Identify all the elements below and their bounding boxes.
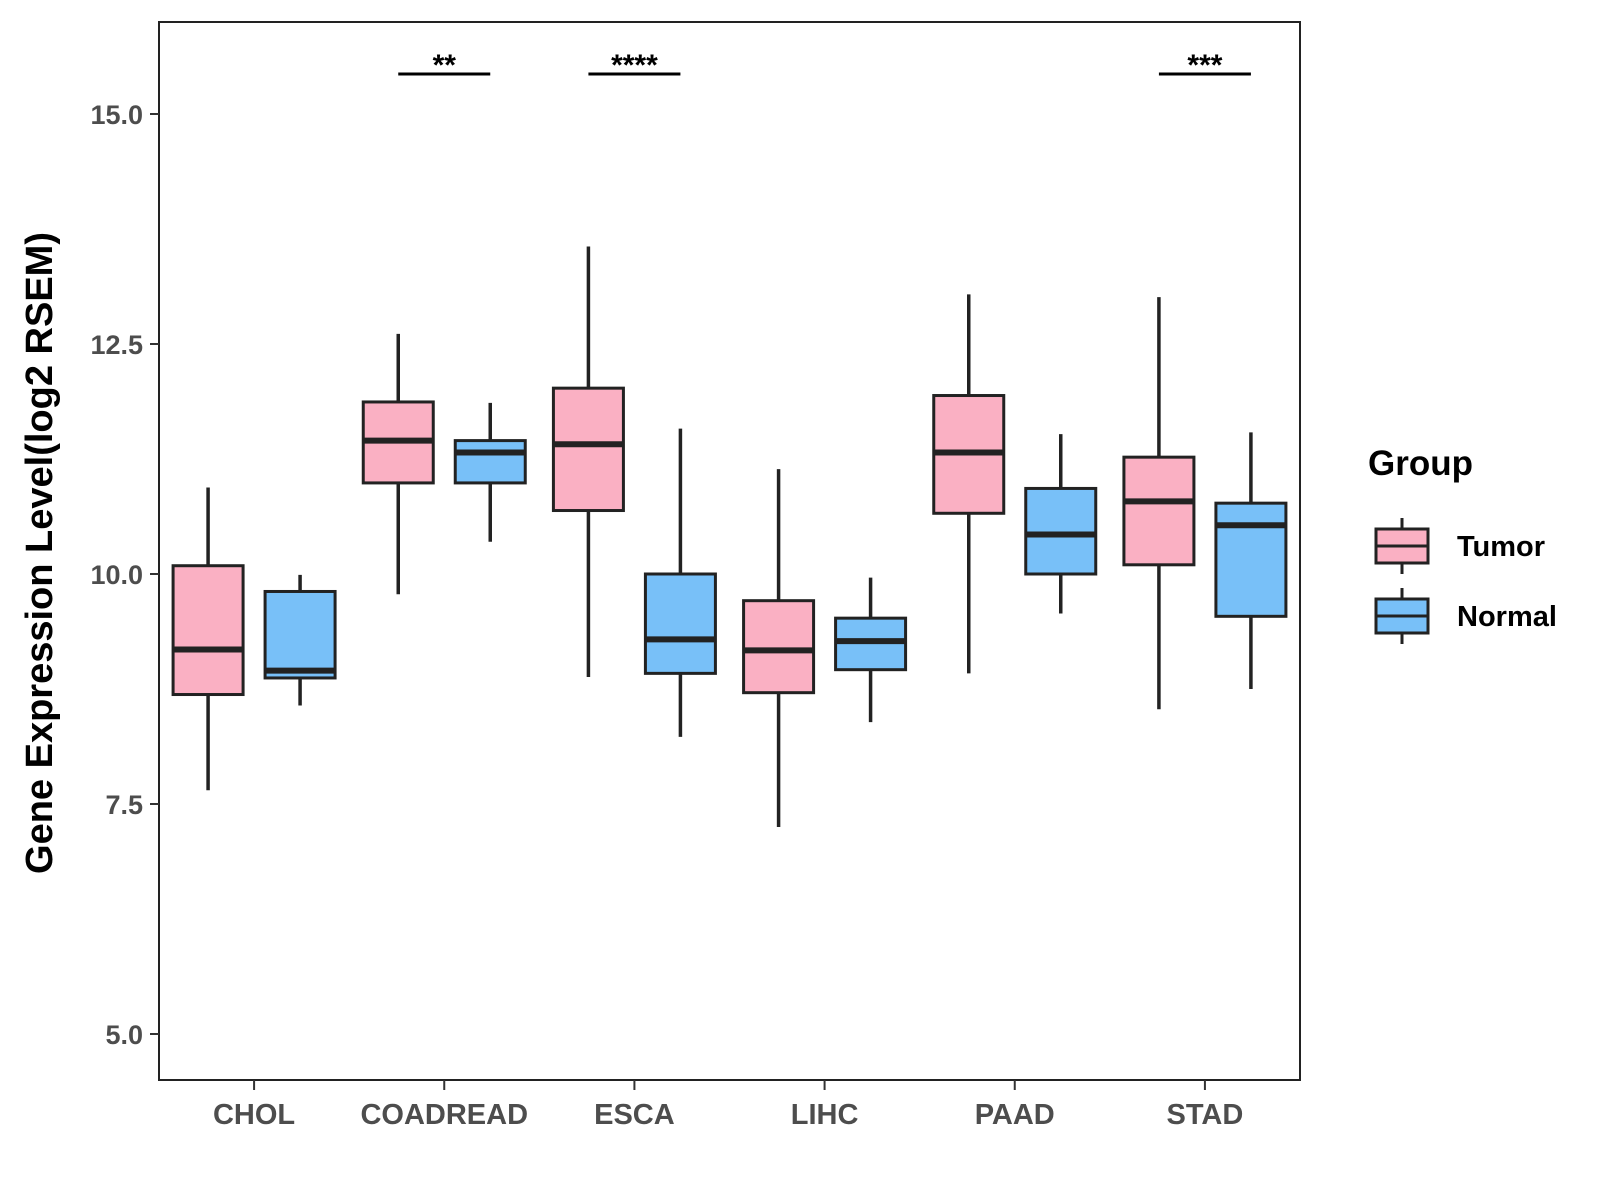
x-tick-label: CHOL (213, 1099, 295, 1131)
box-body (1214, 501, 1288, 618)
box-body (643, 572, 717, 675)
x-tick-label: COADREAD (360, 1099, 528, 1131)
panel-border (158, 21, 1301, 1081)
significance-label: *** (1187, 49, 1222, 82)
box-body (742, 599, 816, 695)
box-normal-esca (643, 428, 717, 737)
box-normal-chol (263, 574, 337, 706)
box-body (453, 439, 527, 485)
y-tick-label: 5.0 (105, 1020, 143, 1050)
box-body (1122, 455, 1196, 567)
legend-label-tumor: Tumor (1457, 531, 1545, 563)
box-tumor-chol (171, 487, 245, 791)
x-tick-label: STAD (1167, 1099, 1244, 1131)
legend-title: Group (1368, 444, 1473, 483)
box-normal-stad (1214, 432, 1288, 689)
legend: Group Tumor Normal (1368, 444, 1557, 644)
box-body (263, 589, 337, 680)
significance-annotations: ** **** *** (398, 49, 1251, 82)
y-axis: 5.0 7.5 10.0 12.5 15.0 (90, 100, 159, 1050)
box-normal-coadread (453, 402, 527, 542)
box-tumor-lihc (742, 469, 816, 827)
box-tumor-paad (932, 294, 1006, 674)
x-tick-label: LIHC (791, 1099, 859, 1131)
y-tick-label: 7.5 (105, 790, 143, 820)
box-body (551, 386, 625, 513)
plot-panel (158, 21, 1301, 1081)
box-body (1024, 486, 1098, 576)
box-series (171, 246, 1288, 827)
y-tick-label: 15.0 (90, 100, 143, 130)
box-normal-paad (1024, 434, 1098, 614)
x-tick-label: ESCA (594, 1099, 675, 1131)
y-tick-label: 12.5 (90, 330, 143, 360)
legend-key-tumor (1374, 518, 1430, 574)
significance-label: ** (433, 49, 457, 82)
legend-label-normal: Normal (1457, 601, 1557, 633)
y-axis-title: Gene Expression Level(log2 RSEM) (19, 232, 61, 874)
legend-key-normal (1374, 588, 1430, 644)
box-body (171, 564, 245, 697)
x-tick-label: PAAD (975, 1099, 1055, 1131)
significance-label: **** (611, 49, 658, 82)
box-normal-lihc (834, 577, 908, 723)
x-axis: CHOL COADREAD ESCA LIHC PAAD STAD (213, 1080, 1243, 1131)
y-tick-label: 10.0 (90, 560, 143, 590)
box-tumor-esca (551, 246, 625, 678)
box-tumor-stad (1122, 297, 1196, 710)
box-tumor-coadread (361, 333, 435, 595)
